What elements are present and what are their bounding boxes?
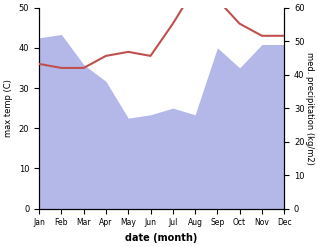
X-axis label: date (month): date (month) xyxy=(126,233,198,243)
Y-axis label: max temp (C): max temp (C) xyxy=(4,79,13,137)
Y-axis label: med. precipitation (kg/m2): med. precipitation (kg/m2) xyxy=(305,52,314,165)
